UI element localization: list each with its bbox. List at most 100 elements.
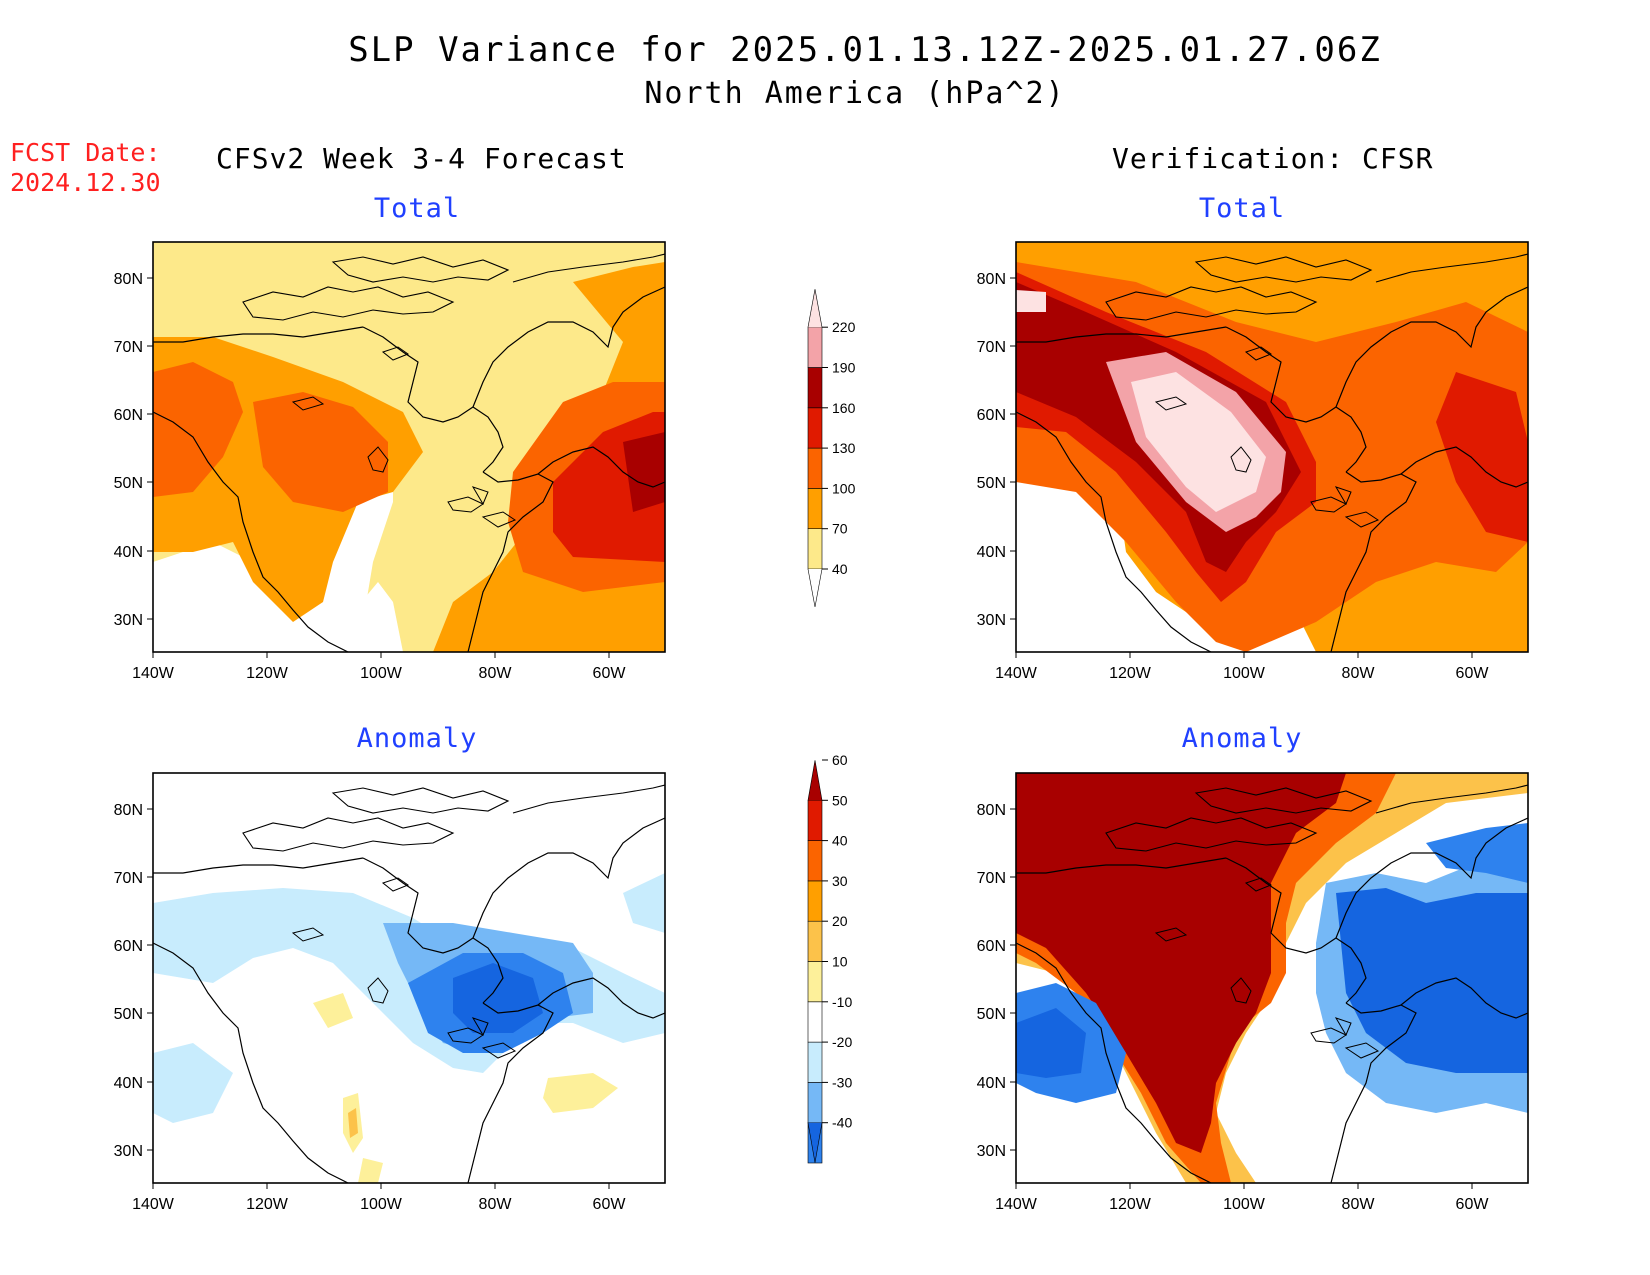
lat-label: 40N xyxy=(114,544,143,561)
lat-label: 80N xyxy=(977,271,1006,288)
contour-region xyxy=(313,993,353,1028)
lat-label: 40N xyxy=(114,1075,143,1092)
colorbar-label: 190 xyxy=(832,360,856,376)
colorbar-label: -30 xyxy=(832,1074,852,1090)
fcst-date-value: 2024.12.30 xyxy=(10,168,161,197)
contour-region xyxy=(623,432,665,512)
lat-label: 60N xyxy=(114,407,143,424)
anomaly-colorbar: -40 -30 -20 -10 10 20 30 40 50 60 xyxy=(807,752,852,1164)
panel-title-forecast-total: Total xyxy=(373,193,461,224)
fcst-date-label: FCST Date: xyxy=(10,138,161,167)
field-bl xyxy=(153,773,665,1183)
contour-layers xyxy=(1016,253,1528,652)
lon-label: 60W xyxy=(593,1196,627,1213)
lon-label: 100W xyxy=(1223,665,1266,682)
lat-label: 50N xyxy=(977,475,1006,492)
colorbar-box xyxy=(807,799,823,841)
colorbar-box xyxy=(807,1041,823,1083)
lat-label: 80N xyxy=(114,271,143,288)
colorbar-arrow-bottom xyxy=(807,1122,823,1163)
lon-label: 100W xyxy=(360,1196,403,1213)
lon-label: 140W xyxy=(132,1196,175,1213)
lat-label: 80N xyxy=(977,802,1006,819)
contour-region xyxy=(1016,290,1046,312)
colorbar-arrow-top xyxy=(807,760,823,801)
contour-region xyxy=(1131,372,1266,512)
colorbar-label: 100 xyxy=(832,480,856,496)
main-subtitle: North America (hPa^2) xyxy=(644,76,1066,111)
colorbar-box xyxy=(807,488,823,529)
colorbar-box xyxy=(807,961,823,1003)
colorbar-box xyxy=(807,326,823,368)
colorbar-label: -40 xyxy=(832,1115,852,1131)
map-frame xyxy=(1015,772,1529,1184)
lat-label: 60N xyxy=(114,938,143,955)
lat-label: 60N xyxy=(977,407,1006,424)
lon-label: 80W xyxy=(1342,665,1376,682)
colorbar-label: 160 xyxy=(832,400,856,416)
contour-region xyxy=(1336,888,1528,1073)
lon-label: 80W xyxy=(479,665,513,682)
contour-region xyxy=(333,582,403,652)
lat-label: 50N xyxy=(114,475,143,492)
lat-label: 80N xyxy=(114,802,143,819)
contour-region xyxy=(1016,1008,1086,1078)
contour-region xyxy=(1426,823,1528,883)
colorbar-box xyxy=(807,1001,823,1043)
contour-region xyxy=(453,963,543,1033)
colorbar-box xyxy=(807,407,823,449)
lat-label: 40N xyxy=(977,1075,1006,1092)
lat-label: 40N xyxy=(977,544,1006,561)
colorbar-label: 40 xyxy=(832,561,848,577)
contour-region xyxy=(543,1073,618,1113)
lon-label: 140W xyxy=(132,665,175,682)
lat-label: 50N xyxy=(977,1006,1006,1023)
total-colorbar: 40 70 100 130 160 190 220 xyxy=(807,289,856,608)
lon-label: 140W xyxy=(995,1196,1038,1213)
colorbar-label: 30 xyxy=(832,873,848,889)
lon-label: 120W xyxy=(246,1196,289,1213)
lon-label: 140W xyxy=(995,665,1038,682)
colorbar-label: -20 xyxy=(832,1034,852,1050)
lat-label: 30N xyxy=(977,1143,1006,1160)
panel-title-verification-anomaly: Anomaly xyxy=(1181,723,1303,754)
colorbar-label: 70 xyxy=(832,521,848,537)
contour-region xyxy=(358,1158,383,1183)
colorbar-label: 10 xyxy=(832,954,848,970)
colorbar-label: -10 xyxy=(832,994,852,1010)
map-frame xyxy=(1015,241,1529,653)
verification-column-title: Verification: CFSR xyxy=(1112,142,1434,175)
field-tl xyxy=(153,242,665,652)
panel-title-verification-total: Total xyxy=(1198,193,1286,224)
contour-region xyxy=(1436,372,1528,542)
map-frame xyxy=(152,772,666,1184)
contour-region xyxy=(153,362,243,497)
forecast-column-title: CFSv2 Week 3-4 Forecast xyxy=(216,142,627,175)
contour-region xyxy=(348,1108,358,1138)
contour-layers xyxy=(153,253,665,652)
lon-label: 120W xyxy=(246,665,289,682)
colorbar-label: 130 xyxy=(832,440,856,456)
lat-label: 70N xyxy=(977,339,1006,356)
colorbar-box xyxy=(807,447,823,489)
contour-region xyxy=(153,402,393,652)
colorbar-box xyxy=(807,840,823,882)
lat-label: 50N xyxy=(114,1006,143,1023)
lon-label: 120W xyxy=(1109,665,1152,682)
lon-label: 100W xyxy=(1223,1196,1266,1213)
lat-label: 60N xyxy=(977,938,1006,955)
field-br xyxy=(1016,773,1528,1183)
contour-layers xyxy=(1016,773,1528,1183)
lon-label: 80W xyxy=(479,1196,513,1213)
lon-label: 60W xyxy=(1456,1196,1490,1213)
lon-label: 100W xyxy=(360,665,403,682)
panel-title-forecast-anomaly: Anomaly xyxy=(356,723,478,754)
contour-region xyxy=(253,392,388,512)
colorbar-box xyxy=(807,920,823,962)
colorbar-label: 60 xyxy=(832,752,848,768)
main-title: SLP Variance for 2025.01.13.12Z-2025.01.… xyxy=(348,30,1382,70)
lon-label: 80W xyxy=(1342,1196,1376,1213)
colorbar-arrow-top xyxy=(807,289,823,328)
lat-label: 30N xyxy=(114,1143,143,1160)
